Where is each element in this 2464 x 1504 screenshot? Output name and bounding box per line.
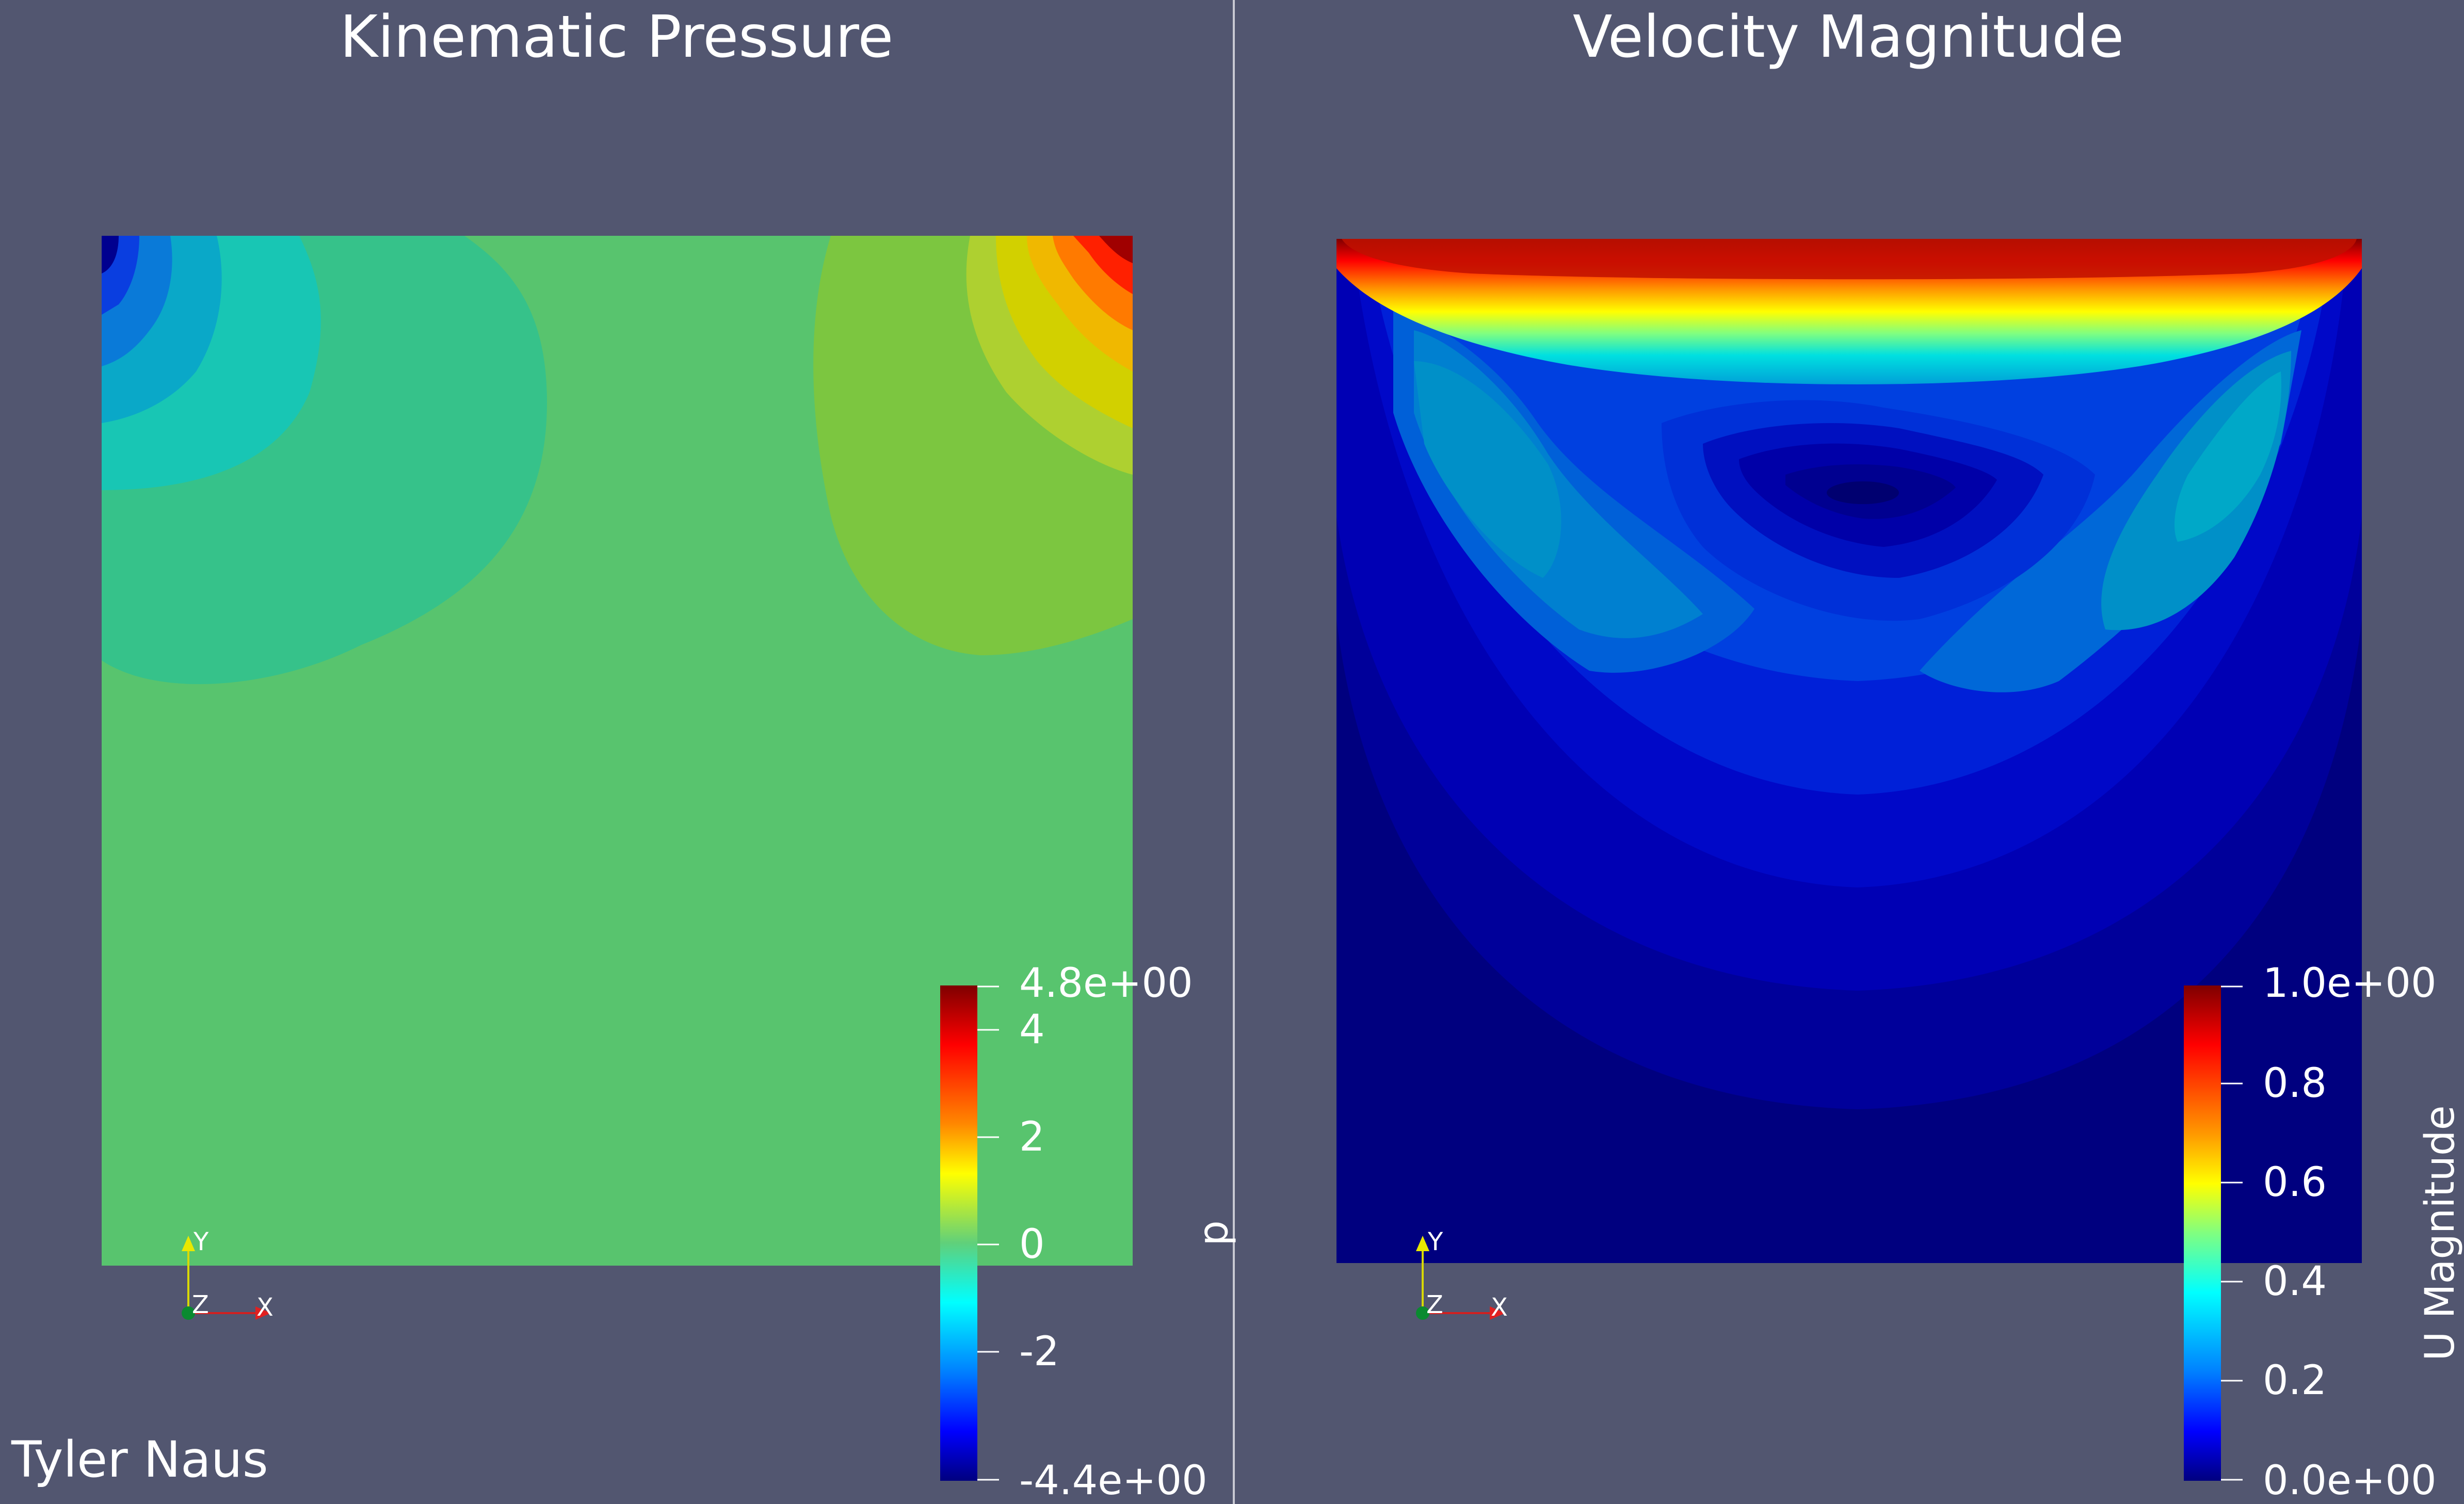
pressure-colorbar-gradient <box>940 985 977 1481</box>
right-view-title: Velocity Magnitude <box>1573 4 2124 71</box>
pressure-tick-neg2: -2 <box>1019 1329 1059 1375</box>
pressure-tick-min: -4.4e+00 <box>1019 1458 1207 1504</box>
velocity-colorbar: 1.0e+00 0.8 0.6 0.4 0.2 0.0e+00 U Magnit… <box>2184 960 2463 1504</box>
pressure-tick-2: 2 <box>1019 1114 1045 1160</box>
right-axis-label-z: Z <box>1426 1290 1443 1319</box>
velocity-tick-0-8: 0.8 <box>2263 1060 2327 1107</box>
velocity-field <box>1336 239 2362 1263</box>
pressure-tick-max: 4.8e+00 <box>1019 960 1193 1007</box>
right-axis-label-x: X <box>1491 1293 1508 1322</box>
right-axis-label-y: Y <box>1427 1227 1443 1256</box>
x-axis-arrow-icon <box>1490 1306 1505 1320</box>
left-orientation-axes: Y Z X <box>182 1227 273 1322</box>
z-axis-dot-icon <box>182 1306 195 1320</box>
pressure-tick-0: 0 <box>1019 1221 1045 1268</box>
pressure-colorbar: 4.8e+00 4 2 0 -2 -4.4e+00 p <box>940 960 1237 1504</box>
velocity-tick-0-6: 0.6 <box>2263 1159 2327 1206</box>
right-orientation-axes: Y Z X <box>1416 1227 1508 1322</box>
velocity-colorbar-label: U Magnitude <box>2417 1105 2463 1361</box>
left-view-title: Kinematic Pressure <box>340 4 894 71</box>
pressure-field <box>102 236 1133 1266</box>
x-axis-arrow-icon <box>255 1306 271 1320</box>
velocity-tick-min: 0.0e+00 <box>2263 1458 2437 1504</box>
velocity-tick-max: 1.0e+00 <box>2263 960 2437 1007</box>
left-axis-label-y: Y <box>193 1227 209 1256</box>
y-axis-arrow-icon <box>1416 1236 1429 1251</box>
y-axis-arrow-icon <box>182 1236 195 1251</box>
author-credit: Tyler Naus <box>11 1431 268 1489</box>
velocity-tick-0-2: 0.2 <box>2263 1357 2327 1404</box>
pressure-colorbar-label: p <box>1190 1220 1237 1246</box>
left-axis-label-x: X <box>256 1293 273 1322</box>
pressure-tick-4: 4 <box>1019 1007 1045 1053</box>
z-axis-dot-icon <box>1416 1306 1429 1320</box>
left-axis-label-z: Z <box>192 1290 209 1319</box>
velocity-tick-0-4: 0.4 <box>2263 1258 2327 1305</box>
velocity-colorbar-gradient <box>2184 985 2221 1481</box>
